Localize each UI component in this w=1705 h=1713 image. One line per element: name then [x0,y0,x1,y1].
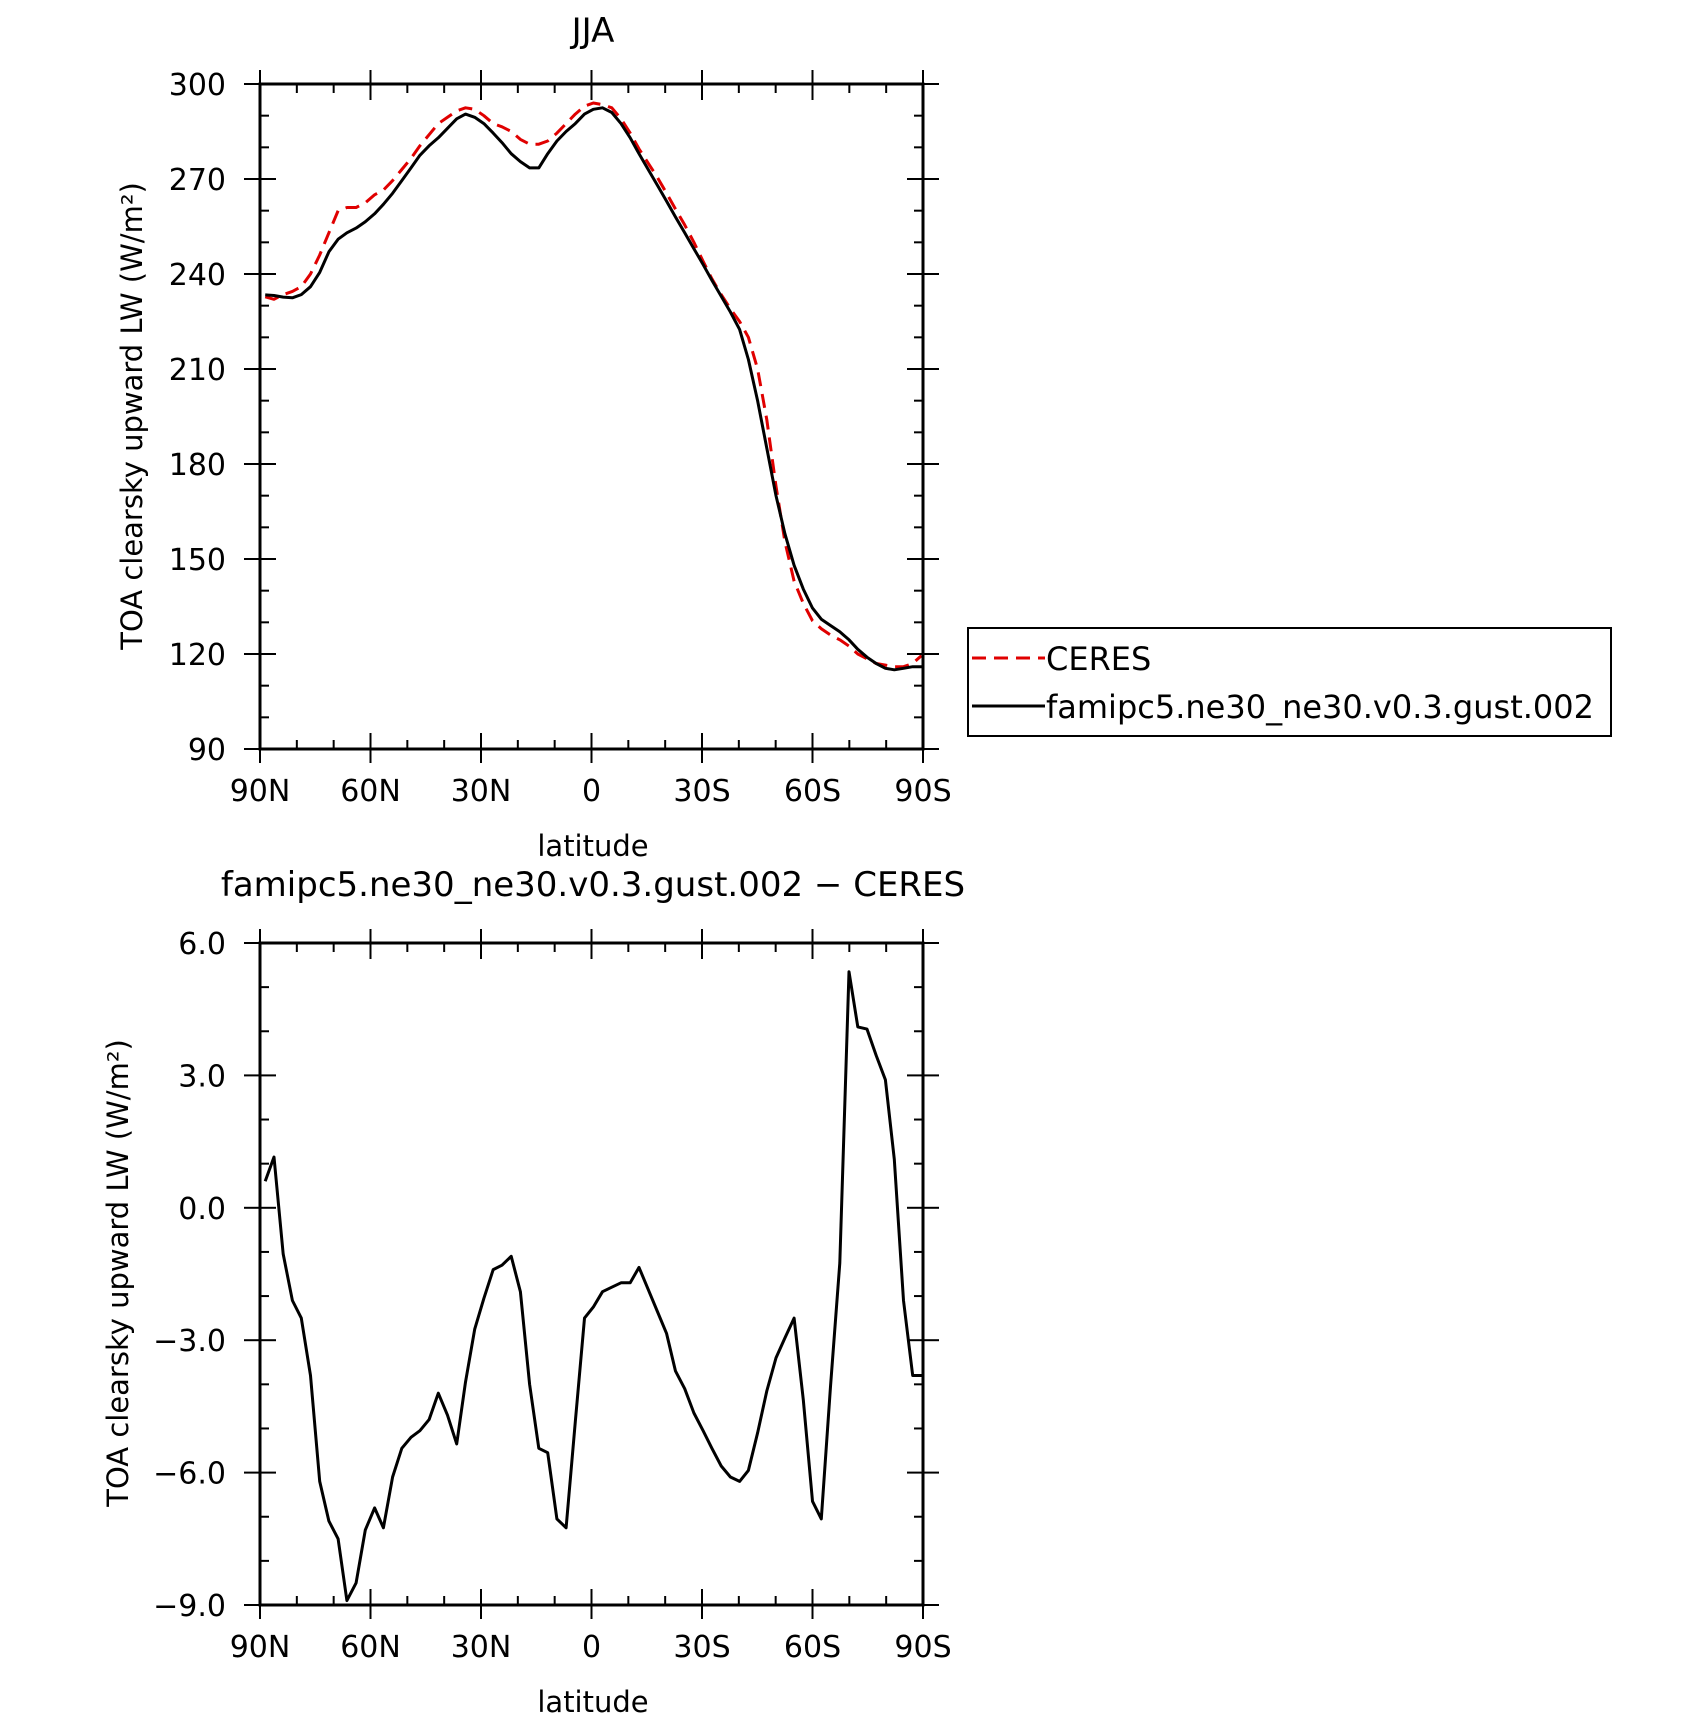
y-tick-label: 240 [169,258,226,293]
y-tick-label: 270 [169,163,226,198]
x-tick-label: 90S [894,1630,951,1665]
series-line-model [265,106,922,672]
x-tick-label: 60S [784,774,841,809]
y-tick-label: 3.0 [178,1059,226,1094]
tick-layer [244,929,939,1619]
plot-series-layer [264,101,923,672]
x-tick-label: 60N [340,774,401,809]
x-tick-labels: 90N 60N 30N 0 30S 60S 90S [230,1630,952,1665]
y-tick-label: 210 [169,353,226,388]
x-tick-label: 30S [673,774,730,809]
y-tick-label: −9.0 [153,1589,226,1624]
x-tick-label: 30S [673,1630,730,1665]
y-axis-label: TOA clearsky upward LW (W/m²) [101,1039,135,1508]
series-line-ceres [264,101,923,669]
legend-label-ceres: CERES [1046,640,1151,678]
y-tick-label: 300 [169,68,226,103]
x-tick-labels: 90N 60N 30N 0 30S 60S 90S [230,774,952,809]
series-line-difference [263,970,922,1603]
x-tick-label: 90N [230,1630,291,1665]
x-tick-label: 30N [451,774,512,809]
x-tick-label: 30N [451,1630,512,1665]
y-tick-label: 90 [188,733,226,768]
plot-series-layer [263,970,922,1603]
y-tick-label: −6.0 [153,1457,226,1492]
y-axis-label: TOA clearsky upward LW (W/m²) [115,182,149,651]
top-panel: JJA 90N 60N 30N 0 30S 60S 90S 90 120 150 180 210 24… [115,11,1612,863]
y-tick-label: 0.0 [178,1192,226,1227]
y-tick-label: 6.0 [178,927,226,962]
legend-box [967,627,1612,737]
y-tick-label: 120 [169,638,226,673]
chart-title: famipc5.ne30_ne30.v0.3.gust.002 − CERES [221,865,965,905]
y-tick-labels: 90 120 150 180 210 240 270 300 [169,68,226,768]
chart-title: JJA [570,11,615,51]
x-tick-label: 90N [230,774,291,809]
x-tick-label: 60S [784,1630,841,1665]
x-axis-label: latitude [537,829,648,863]
y-tick-label: −3.0 [153,1324,226,1359]
x-tick-label: 90S [894,774,951,809]
x-tick-label: 0 [582,1630,601,1665]
bottom-panel: famipc5.ne30_ne30.v0.3.gust.002 − CERES … [101,865,965,1713]
x-axis-label: latitude [537,1685,648,1713]
x-tick-label: 0 [582,774,601,809]
legend-label-model: famipc5.ne30_ne30.v0.3.gust.002 [1046,688,1594,726]
y-tick-labels: −9.0 −6.0 −3.0 0.0 3.0 6.0 [153,927,226,1624]
y-tick-label: 150 [169,543,226,578]
x-tick-label: 60N [340,1630,401,1665]
legend: CERES famipc5.ne30_ne30.v0.3.gust.002 [967,627,1612,737]
plot-frame [258,82,925,751]
y-tick-label: 180 [169,448,226,483]
tick-layer [244,70,939,763]
